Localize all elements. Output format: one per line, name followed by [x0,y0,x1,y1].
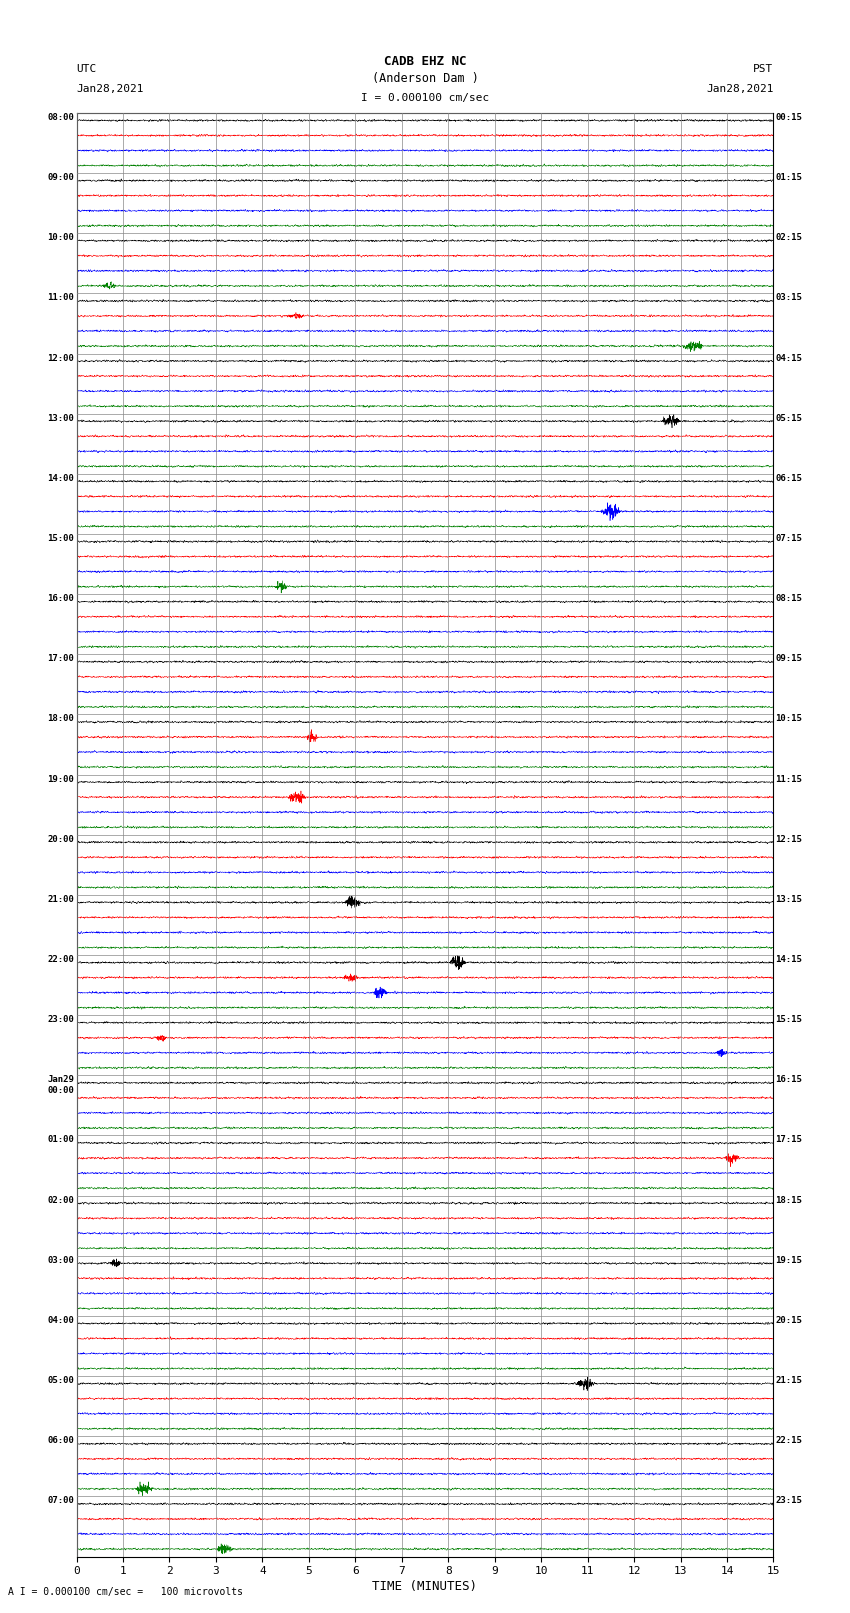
Text: 20:15: 20:15 [775,1316,802,1324]
Text: 03:00: 03:00 [48,1257,75,1265]
Text: 13:00: 13:00 [48,413,75,423]
Text: 02:00: 02:00 [48,1195,75,1205]
Text: 10:00: 10:00 [48,234,75,242]
Text: CADB EHZ NC: CADB EHZ NC [383,55,467,68]
Text: 14:00: 14:00 [48,474,75,482]
Text: 02:15: 02:15 [775,234,802,242]
X-axis label: TIME (MINUTES): TIME (MINUTES) [372,1581,478,1594]
Text: 17:00: 17:00 [48,655,75,663]
Text: 21:15: 21:15 [775,1376,802,1386]
Text: 00:15: 00:15 [775,113,802,123]
Text: 04:00: 04:00 [48,1316,75,1324]
Text: 16:00: 16:00 [48,594,75,603]
Text: 19:00: 19:00 [48,774,75,784]
Text: 22:15: 22:15 [775,1436,802,1445]
Text: UTC: UTC [76,65,97,74]
Text: 20:00: 20:00 [48,836,75,844]
Text: 21:00: 21:00 [48,895,75,903]
Text: 08:15: 08:15 [775,594,802,603]
Text: 23:00: 23:00 [48,1015,75,1024]
Text: 22:00: 22:00 [48,955,75,965]
Text: 05:15: 05:15 [775,413,802,423]
Text: 07:00: 07:00 [48,1497,75,1505]
Text: 15:00: 15:00 [48,534,75,544]
Text: 09:00: 09:00 [48,173,75,182]
Text: 13:15: 13:15 [775,895,802,903]
Text: 04:15: 04:15 [775,353,802,363]
Text: 14:15: 14:15 [775,955,802,965]
Text: 18:00: 18:00 [48,715,75,723]
Text: 12:15: 12:15 [775,836,802,844]
Text: 18:15: 18:15 [775,1195,802,1205]
Text: 01:00: 01:00 [48,1136,75,1145]
Text: 09:15: 09:15 [775,655,802,663]
Text: 11:15: 11:15 [775,774,802,784]
Text: Jan28,2021: Jan28,2021 [76,84,144,94]
Text: 16:15: 16:15 [775,1076,802,1084]
Text: (Anderson Dam ): (Anderson Dam ) [371,73,479,85]
Text: 15:15: 15:15 [775,1015,802,1024]
Text: 19:15: 19:15 [775,1257,802,1265]
Text: 07:15: 07:15 [775,534,802,544]
Text: 10:15: 10:15 [775,715,802,723]
Text: Jan28,2021: Jan28,2021 [706,84,774,94]
Text: 23:15: 23:15 [775,1497,802,1505]
Text: 01:15: 01:15 [775,173,802,182]
Text: 03:15: 03:15 [775,294,802,302]
Text: 06:15: 06:15 [775,474,802,482]
Text: 06:00: 06:00 [48,1436,75,1445]
Text: Jan29
00:00: Jan29 00:00 [48,1076,75,1095]
Text: A I = 0.000100 cm/sec =   100 microvolts: A I = 0.000100 cm/sec = 100 microvolts [8,1587,243,1597]
Text: 08:00: 08:00 [48,113,75,123]
Text: 11:00: 11:00 [48,294,75,302]
Text: PST: PST [753,65,774,74]
Text: I = 0.000100 cm/sec: I = 0.000100 cm/sec [361,94,489,103]
Text: 12:00: 12:00 [48,353,75,363]
Text: 05:00: 05:00 [48,1376,75,1386]
Text: 17:15: 17:15 [775,1136,802,1145]
